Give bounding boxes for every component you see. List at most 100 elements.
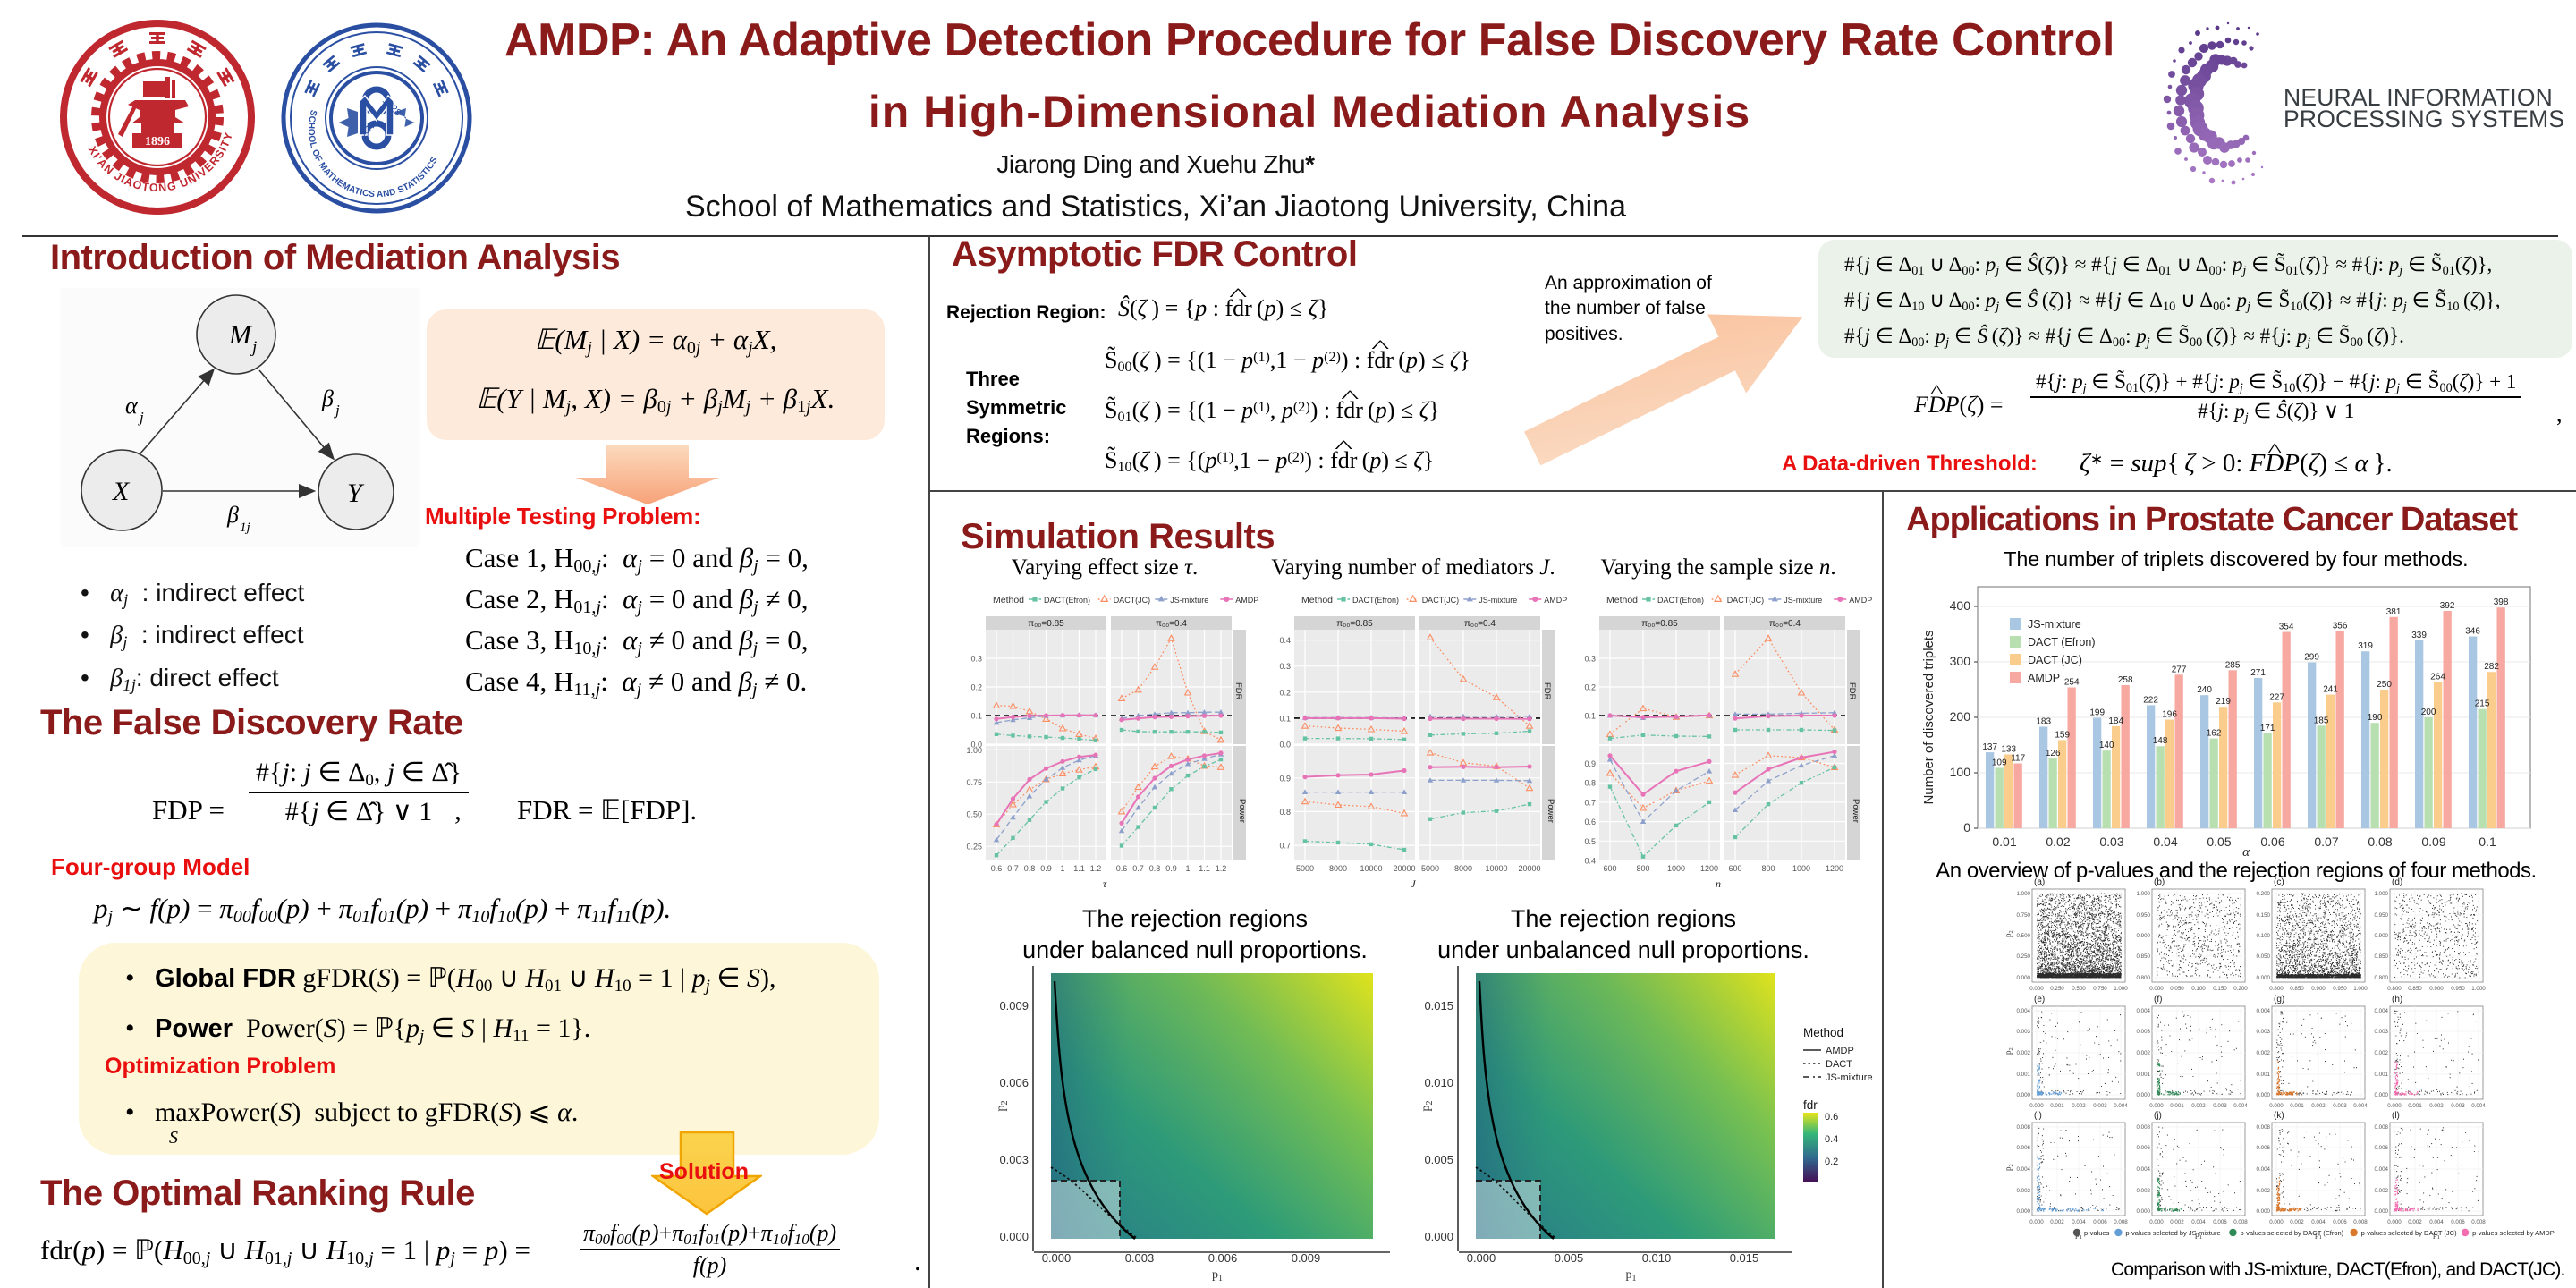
svg-text:137: 137 [1982,742,1997,752]
svg-text:0.9: 0.9 [1279,774,1291,783]
svg-text:p2: p2 [2004,1164,2014,1171]
svg-text:0.850: 0.850 [2375,953,2389,960]
svg-text:Power: Power [1546,799,1555,823]
svg-text:184: 184 [2108,716,2123,726]
svg-text:0.002: 0.002 [2311,1103,2326,1109]
svg-text:(b): (b) [2154,877,2165,887]
svg-text:0.002: 0.002 [2375,1188,2389,1194]
svg-text:0: 0 [1963,820,1970,835]
svg-text:0.7: 0.7 [1584,798,1596,807]
svg-text:J: J [1411,877,1416,890]
svg-text:0.800: 0.800 [2269,986,2284,992]
svg-text:0.250: 0.250 [2017,953,2031,960]
svg-text:199: 199 [2089,708,2105,718]
svg-text:p-values selected by AMDP: p-values selected by AMDP [2472,1229,2555,1237]
svg-text:0.04: 0.04 [2153,835,2177,849]
svg-text:1.2: 1.2 [1216,864,1227,873]
svg-text:381: 381 [2386,607,2402,617]
svg-text:DACT (Efron): DACT (Efron) [2028,636,2095,648]
svg-text:p1: p1 [1626,1268,1637,1284]
svg-text:NEURAL INFORMATION: NEURAL INFORMATION [2284,84,2553,111]
svg-text:0.004: 0.004 [2353,1103,2368,1109]
svg-text:0.004: 0.004 [2114,1103,2128,1109]
svg-text:0.150: 0.150 [2257,912,2271,919]
svg-text:1200: 1200 [1700,864,1718,873]
svg-text:0.002: 0.002 [2137,1050,2151,1056]
svg-text:0.850: 0.850 [2408,986,2422,992]
svg-text:346: 346 [2465,627,2480,637]
svg-text:0.750: 0.750 [2093,986,2107,992]
svg-text:0.004: 0.004 [2375,1166,2389,1173]
svg-text:(k): (k) [2274,1111,2284,1121]
svg-text:Method: Method [1803,1026,1843,1039]
svg-text:0.050: 0.050 [2170,986,2184,992]
svg-text:0.006: 0.006 [2257,1145,2271,1151]
svg-text:(d): (d) [2392,877,2402,887]
svg-text:400: 400 [1950,598,1971,613]
svg-text:Varying the sample size n.: Varying the sample size n. [1600,555,1835,580]
svg-text:0.003: 0.003 [2375,1029,2389,1035]
svg-text:183: 183 [2036,717,2051,727]
svg-text:0.2: 0.2 [1279,688,1291,697]
svg-text:FDR: FDR [1542,682,1552,700]
svg-text:0.002: 0.002 [2017,1050,2031,1056]
svg-text:0.008: 0.008 [2471,1219,2486,1225]
svg-text:0.006: 0.006 [2333,1219,2347,1225]
svg-text:0.000: 0.000 [2269,1103,2284,1109]
svg-text:Power: Power [1237,799,1247,823]
svg-text:0.005: 0.005 [1555,1251,1584,1265]
svg-text:0.000: 0.000 [999,1230,1029,1243]
svg-text:0.03: 0.03 [2099,835,2123,849]
svg-text:0.003: 0.003 [2451,1103,2465,1109]
svg-text:p2: p2 [2004,1047,2014,1055]
svg-text:0.000: 0.000 [2137,1092,2151,1098]
svg-text:0.7: 0.7 [1007,864,1019,873]
svg-text:0.000: 0.000 [2149,1219,2164,1225]
svg-text:117: 117 [2011,754,2025,764]
svg-text:Varying effect size τ.: Varying effect size τ. [1012,555,1198,580]
svg-text:800: 800 [1636,864,1649,873]
svg-text:8000: 8000 [1329,864,1347,873]
svg-text:AMDP: AMDP [2028,672,2060,684]
svg-text:0.009: 0.009 [999,999,1029,1013]
svg-text:JS-mixture: JS-mixture [1784,596,1822,605]
svg-text:0.006: 0.006 [1208,1251,1238,1265]
svg-text:0.002: 0.002 [2170,1219,2184,1225]
svg-text:1.000: 1.000 [2375,891,2389,897]
svg-text:0.000: 0.000 [2149,986,2164,992]
svg-text:0.002: 0.002 [2050,1219,2064,1225]
svg-text:0.000: 0.000 [2387,1103,2402,1109]
svg-text:0.001: 0.001 [2375,1072,2389,1078]
svg-text:JS-mixture: JS-mixture [1479,596,1517,605]
svg-text:p-values selected by JS-mixtur: p-values selected by JS-mixture [2125,1229,2220,1237]
svg-text:0.000: 0.000 [2017,975,2031,981]
svg-text:0.07: 0.07 [2314,835,2338,849]
svg-text:0.008: 0.008 [2233,1219,2248,1225]
svg-text:1.000: 1.000 [2137,891,2151,897]
svg-text:0.050: 0.050 [2257,953,2271,960]
svg-text:0.000: 0.000 [2149,1103,2164,1109]
svg-text:JS-mixture: JS-mixture [2028,618,2081,631]
svg-text:0.6: 0.6 [1584,818,1596,826]
svg-text:p-values: p-values [2084,1229,2110,1237]
svg-text:(e): (e) [2034,995,2045,1004]
svg-text:1: 1 [1185,864,1190,873]
svg-text:0.1: 0.1 [970,712,982,721]
svg-text:0.200: 0.200 [2257,891,2271,897]
svg-text:215: 215 [2475,699,2490,709]
svg-text:171: 171 [2260,724,2275,733]
svg-text:j: j [138,409,144,426]
svg-text:0.000: 0.000 [2375,1092,2389,1098]
svg-text:219: 219 [2216,697,2231,707]
svg-text:π₀₀=0.85: π₀₀=0.85 [1028,619,1064,629]
svg-text:0.003: 0.003 [2093,1103,2107,1109]
svg-text:Method: Method [1301,595,1333,606]
svg-text:(i): (i) [2034,1111,2042,1121]
svg-text:p1: p1 [2195,1230,2202,1241]
svg-text:0.004: 0.004 [2017,1008,2031,1014]
svg-text:0.50: 0.50 [966,810,982,819]
svg-text:Method: Method [1606,595,1638,606]
svg-text:0.003: 0.003 [2257,1029,2271,1035]
svg-text:0.150: 0.150 [2213,986,2227,992]
svg-text:0.015: 0.015 [1730,1251,1759,1265]
